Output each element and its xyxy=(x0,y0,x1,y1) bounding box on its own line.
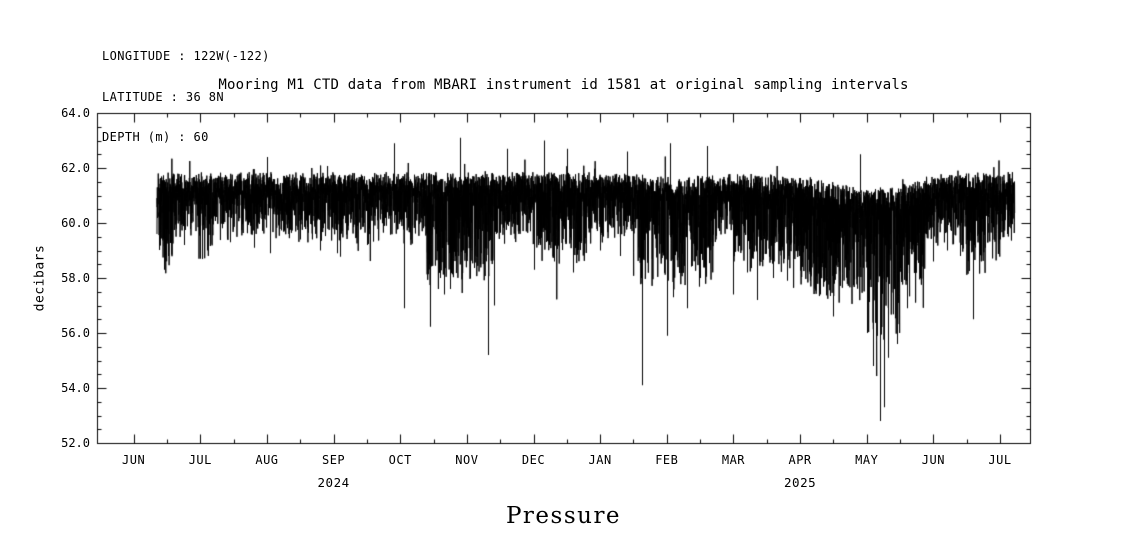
x-tick-label: DEC xyxy=(521,453,546,467)
x-tick-label: JAN xyxy=(588,453,612,467)
x-tick-label: JUN xyxy=(122,453,146,467)
x-tick-label: JUL xyxy=(188,453,212,467)
depth-label: DEPTH (m) : 60 xyxy=(102,130,209,144)
x-tick-label: MAY xyxy=(855,453,879,467)
x-tick-label: NOV xyxy=(455,453,479,467)
x-tick-label: JUL xyxy=(988,453,1012,467)
y-tick-label: 52.0 xyxy=(61,436,90,450)
x-tick-label: MAR xyxy=(721,453,746,467)
y-tick-label: 62.0 xyxy=(61,161,90,175)
x-tick-label: FEB xyxy=(655,453,679,467)
latitude-label: LATITUDE : 36 8N xyxy=(102,89,224,104)
y-tick-label: 56.0 xyxy=(61,326,90,340)
chart-title: Mooring M1 CTD data from MBARI instrumen… xyxy=(218,77,909,93)
y-tick-label: 54.0 xyxy=(61,381,90,395)
x-tick-label: JUN xyxy=(921,453,945,467)
y-tick-label: 58.0 xyxy=(61,271,90,285)
x-tick-label: APR xyxy=(788,453,812,467)
x-tick-label: AUG xyxy=(255,453,279,467)
longitude-label: LONGITUDE : 122W(-122) xyxy=(102,49,270,63)
station-info-block: LONGITUDE : 122W(-122) LATITUDE : 36 8N … xyxy=(102,23,270,172)
x-tick-label: SEP xyxy=(321,453,346,467)
year-label: 2025 xyxy=(784,475,817,490)
y-tick-label: 64.0 xyxy=(61,106,90,120)
x-axis-title: Pressure xyxy=(505,503,622,529)
y-tick-label: 60.0 xyxy=(61,216,90,230)
year-label: 2024 xyxy=(317,475,350,490)
x-tick-label: OCT xyxy=(388,453,412,467)
